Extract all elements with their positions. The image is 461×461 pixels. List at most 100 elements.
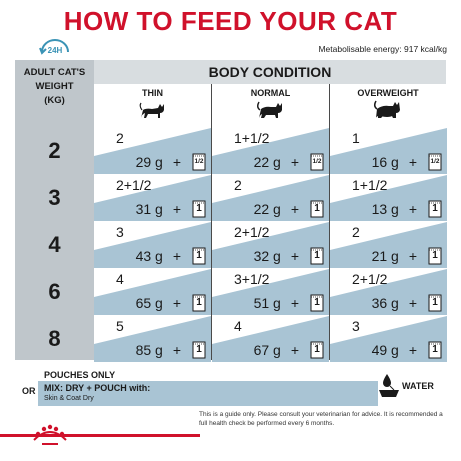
feeding-cell: 1+1/2 13 g +1 xyxy=(330,175,447,221)
feeding-cell: 4 67 g +1 xyxy=(212,316,329,362)
mix-label: MIX: DRY + POUCH with: xyxy=(44,383,151,393)
or-label: OR xyxy=(22,386,36,396)
dry-grams-plus: 85 g + xyxy=(136,342,181,358)
pouch-count: 1/2 xyxy=(312,158,322,165)
dry-grams: 13 g xyxy=(371,201,399,217)
pouch-icon: 1/2 xyxy=(310,153,324,171)
pouch-count: 1 xyxy=(432,203,438,214)
dry-grams-plus: 21 g + xyxy=(372,248,417,264)
cell-background-shape xyxy=(94,128,211,174)
column-header-normal: NORMAL xyxy=(212,84,329,128)
dry-grams-plus: 65 g + xyxy=(136,295,181,311)
pouch-icon: 1 xyxy=(310,341,324,359)
cell-background-shape xyxy=(94,175,211,221)
feeding-cell: 1+1/2 22 g +1/2 xyxy=(212,128,329,174)
dry-cups: 2+1/2 xyxy=(116,177,152,193)
pouch-count: 1 xyxy=(196,344,202,355)
plus-sign: + xyxy=(408,295,417,311)
pouch-icon: 1 xyxy=(192,247,206,265)
column-label: OVERWEIGHT xyxy=(357,88,419,98)
dry-cups: 2+1/2 xyxy=(352,271,388,287)
pouch-icon: 1/2 xyxy=(428,153,442,171)
plus-sign: + xyxy=(290,154,299,170)
weight-value: 2 xyxy=(48,138,61,163)
weight-value: 3 xyxy=(48,185,61,210)
water-label: WATER xyxy=(402,381,434,391)
pouch-icon: 1 xyxy=(310,247,324,265)
feeding-cell: 3 49 g +1 xyxy=(330,316,447,362)
weight-header-line3: (KG) xyxy=(44,95,65,106)
dry-grams: 16 g xyxy=(371,154,399,170)
pouch-icon: 1 xyxy=(428,341,442,359)
body-condition-header: BODY CONDITION xyxy=(94,60,446,84)
plus-sign: + xyxy=(172,201,181,217)
dry-cups: 1 xyxy=(352,130,360,146)
feeding-cell: 5 85 g + 1 xyxy=(94,316,211,362)
dry-grams: 43 g xyxy=(135,248,163,264)
plus-sign: + xyxy=(290,295,299,311)
plus-sign: + xyxy=(408,154,417,170)
feeding-cell: 2 29 g +1/2 xyxy=(94,128,211,174)
clock-24h-icon: 24H xyxy=(39,39,69,55)
pouch-count: 1 xyxy=(196,203,202,214)
weight-value: 6 xyxy=(48,279,61,304)
column-label: THIN xyxy=(142,88,163,98)
dry-cups: 3 xyxy=(352,318,360,334)
column-divider xyxy=(211,84,212,360)
dry-cups: 2 xyxy=(352,224,360,240)
pouch-count: 1 xyxy=(432,344,438,355)
cell-background-shape xyxy=(212,269,329,315)
pouch-count: 1 xyxy=(196,250,202,261)
dry-grams-plus: 22 g + xyxy=(254,201,299,217)
dry-grams: 51 g xyxy=(253,295,281,311)
disclaimer: This is a guide only. Please consult you… xyxy=(199,411,443,427)
feeding-cell: 2+1/2 36 g +1 xyxy=(330,269,447,315)
pouch-icon: 1/2 xyxy=(192,153,206,171)
dry-grams-plus: 43 g + xyxy=(136,248,181,264)
page-title: HOW TO FEED YOUR CAT xyxy=(63,6,398,36)
feeding-cell: 3+1/2 51 g +1 xyxy=(212,269,329,315)
weight-header-line1: ADULT CAT'S xyxy=(23,67,86,78)
pouch-icon: 1 xyxy=(428,200,442,218)
cell-background-shape xyxy=(330,316,447,362)
dry-grams-plus: 29 g + xyxy=(136,154,181,170)
pouch-count: 1 xyxy=(314,344,320,355)
dry-cups: 1+1/2 xyxy=(352,177,388,193)
dry-cups: 1+1/2 xyxy=(234,130,270,146)
pouch-count: 1 xyxy=(314,250,320,261)
dry-grams: 22 g xyxy=(253,154,281,170)
pouch-count: 1 xyxy=(196,297,202,308)
water-indicator: WATER xyxy=(378,373,446,399)
cell-background-shape xyxy=(94,222,211,268)
feeding-cell: 2+1/2 31 g +1 xyxy=(94,175,211,221)
dry-grams: 31 g xyxy=(135,201,163,217)
clock-label: 24H xyxy=(48,46,63,55)
dry-grams: 36 g xyxy=(371,295,399,311)
dry-cups: 3+1/2 xyxy=(234,271,270,287)
pouch-icon: 1 xyxy=(428,247,442,265)
overweight-cat-icon xyxy=(373,100,400,118)
dry-grams-plus: 32 g + xyxy=(254,248,299,264)
feeding-cell: 1 16 g +1/2 xyxy=(330,128,447,174)
pouch-count: 1 xyxy=(432,250,438,261)
dry-cups: 5 xyxy=(116,318,124,334)
weight-column: ADULT CAT'S WEIGHT (KG) xyxy=(15,60,94,360)
pouch-count: 1/2 xyxy=(430,158,440,165)
dry-grams-plus: 36 g + xyxy=(372,295,417,311)
dry-grams: 49 g xyxy=(371,342,399,358)
weight-value: 8 xyxy=(48,326,61,351)
plus-sign: + xyxy=(290,342,299,358)
dry-grams: 67 g xyxy=(253,342,281,358)
cell-background-shape xyxy=(212,222,329,268)
plus-sign: + xyxy=(172,248,181,264)
dry-grams-plus: 67 g + xyxy=(254,342,299,358)
plus-sign: + xyxy=(408,201,417,217)
thin-cat-icon xyxy=(139,102,164,118)
pouch-icon: 1 xyxy=(192,200,206,218)
dry-grams: 22 g xyxy=(253,201,281,217)
pouch-count: 1 xyxy=(314,203,320,214)
pouch-icon: 1 xyxy=(310,294,324,312)
mix-product: Skin & Coat Dry xyxy=(44,395,94,402)
dry-grams-plus: 31 g + xyxy=(136,201,181,217)
cell-background-shape xyxy=(212,175,329,221)
